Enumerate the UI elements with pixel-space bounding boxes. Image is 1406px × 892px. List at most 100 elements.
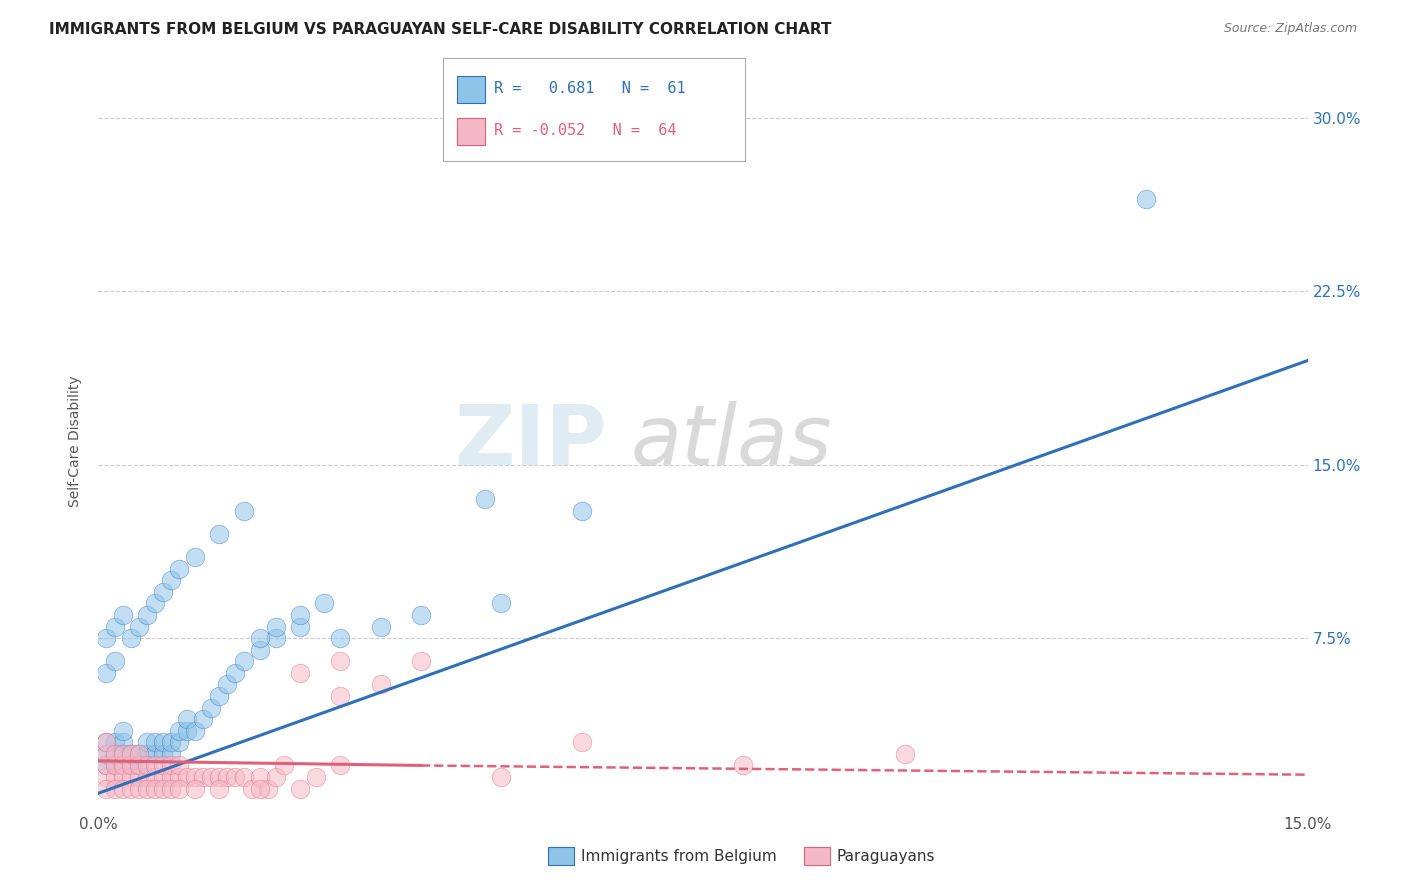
Point [208,527,231,541]
Text: ZIP: ZIP [454,401,606,482]
Point [96,781,118,796]
Point [167,723,190,738]
Point [305,770,328,784]
Point [167,562,190,576]
Point [96,735,118,749]
Text: atlas: atlas [630,401,832,482]
Point [160,758,183,772]
Point [111,781,134,796]
Point [370,677,392,691]
Point [571,735,593,749]
Point [135,747,157,761]
Point [143,747,166,761]
Point [96,665,118,680]
Point [160,574,183,588]
Point [232,654,254,668]
Point [120,781,142,796]
Point [264,631,287,645]
Point [96,631,118,645]
Point [143,735,166,749]
Point [264,619,287,633]
Point [167,781,190,796]
Point [96,747,118,761]
Point [184,781,207,796]
Point [160,781,183,796]
Point [128,619,150,633]
Point [103,619,125,633]
Point [128,758,150,772]
Point [152,735,174,749]
Point [1135,192,1157,206]
Point [240,781,263,796]
Point [193,770,215,784]
Point [135,758,157,772]
Y-axis label: Self-Care Disability: Self-Care Disability [69,376,83,508]
Point [232,504,254,518]
Point [409,608,432,623]
Point [176,712,198,726]
Point [103,758,125,772]
Point [167,758,190,772]
Point [103,654,125,668]
Point [135,781,157,796]
Point [111,608,134,623]
Point [167,770,190,784]
Point [409,654,432,668]
Point [733,758,755,772]
Point [329,758,352,772]
Point [152,585,174,599]
Point [128,758,150,772]
Point [329,631,352,645]
Point [128,747,150,761]
Point [152,770,174,784]
Point [232,770,254,784]
Point [176,723,198,738]
Point [135,608,157,623]
Point [152,747,174,761]
Text: Immigrants from Belgium: Immigrants from Belgium [581,849,776,863]
Point [111,747,134,761]
Point [96,735,118,749]
Point [143,770,166,784]
Point [249,781,271,796]
Point [111,747,134,761]
Point [103,758,125,772]
Point [103,781,125,796]
Point [314,597,336,611]
Point [111,758,134,772]
Point [120,631,142,645]
Point [103,747,125,761]
Point [370,619,392,633]
Text: IMMIGRANTS FROM BELGIUM VS PARAGUAYAN SELF-CARE DISABILITY CORRELATION CHART: IMMIGRANTS FROM BELGIUM VS PARAGUAYAN SE… [49,22,832,37]
Point [120,770,142,784]
Point [128,770,150,784]
Point [249,642,271,657]
Point [200,700,222,714]
Point [96,770,118,784]
Point [120,747,142,761]
Point [224,665,246,680]
Point [217,770,239,784]
Point [96,758,118,772]
Point [103,747,125,761]
Point [224,770,246,784]
Point [491,770,513,784]
Point [264,770,287,784]
Point [329,689,352,703]
Point [111,723,134,738]
Point [329,654,352,668]
Point [288,619,311,633]
Point [249,770,271,784]
Point [120,747,142,761]
Point [103,735,125,749]
Point [128,747,150,761]
Point [249,631,271,645]
Point [288,665,311,680]
Point [143,597,166,611]
Point [184,550,207,565]
Point [143,781,166,796]
Point [160,747,183,761]
Point [160,770,183,784]
Point [571,504,593,518]
Point [96,758,118,772]
